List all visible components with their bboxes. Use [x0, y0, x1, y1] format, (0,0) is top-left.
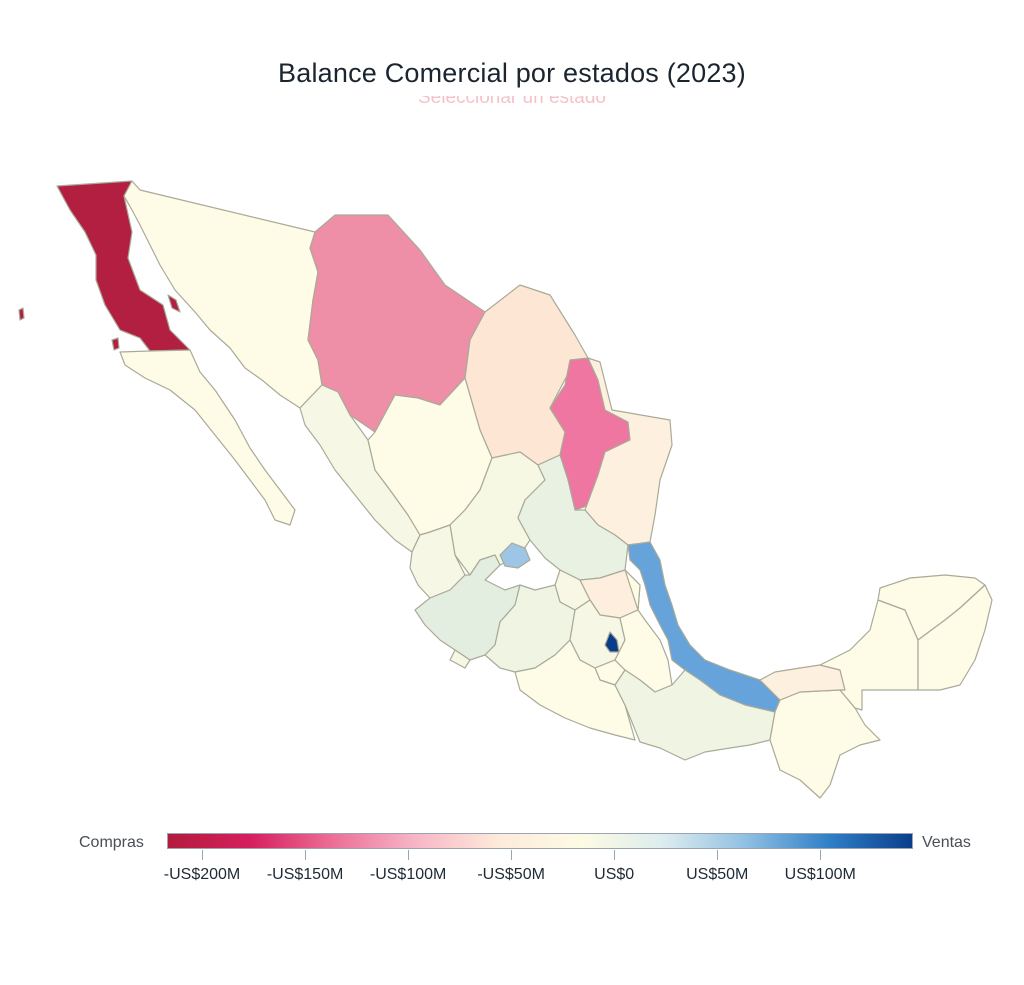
legend-tick-label: -US$200M [163, 866, 241, 883]
legend-tick [614, 850, 616, 860]
legend-tick [305, 850, 307, 860]
island-guadalupe [18, 307, 25, 321]
legend-tick [511, 850, 513, 860]
legend-tick-label: US$100M [784, 866, 856, 883]
island-cedros [111, 337, 120, 351]
legend-tick-label: US$50M [686, 866, 749, 883]
state-ciudad-de-mexico[interactable] [604, 631, 620, 653]
legend-tick-label: -US$100M [369, 866, 447, 883]
state-baja-california-sur[interactable] [119, 349, 296, 526]
legend-right-label: Ventas [922, 834, 971, 851]
chart-title: Balance Comercial por estados (2023) [278, 58, 746, 88]
legend-tick-label: US$0 [594, 866, 635, 883]
chart-subtitle-text: Seleccionar un estado [417, 96, 606, 108]
chart-subtitle: Seleccionar un estado [0, 96, 1024, 112]
island-angel [167, 294, 181, 313]
legend-tick [820, 850, 822, 860]
legend-color-bar [167, 833, 913, 849]
legend-ticks: -US$200M -US$150M -US$100M -US$50M US$0 US$50… [0, 850, 1024, 900]
state-oaxaca[interactable] [614, 669, 776, 761]
mexico-map [18, 180, 993, 799]
state-quintana-roo[interactable] [917, 584, 993, 691]
legend-tick-label: -US$150M [266, 866, 344, 883]
legend-tick [202, 850, 204, 860]
state-guanajuato[interactable] [499, 542, 531, 569]
state-colima[interactable] [449, 649, 471, 669]
legend-tick [717, 850, 719, 860]
legend-tick-label: -US$50M [477, 866, 545, 883]
legend-left-label: Compras [79, 834, 144, 851]
state-chiapas[interactable] [769, 689, 881, 799]
legend-tick [408, 850, 410, 860]
state-campeche[interactable] [819, 599, 919, 711]
